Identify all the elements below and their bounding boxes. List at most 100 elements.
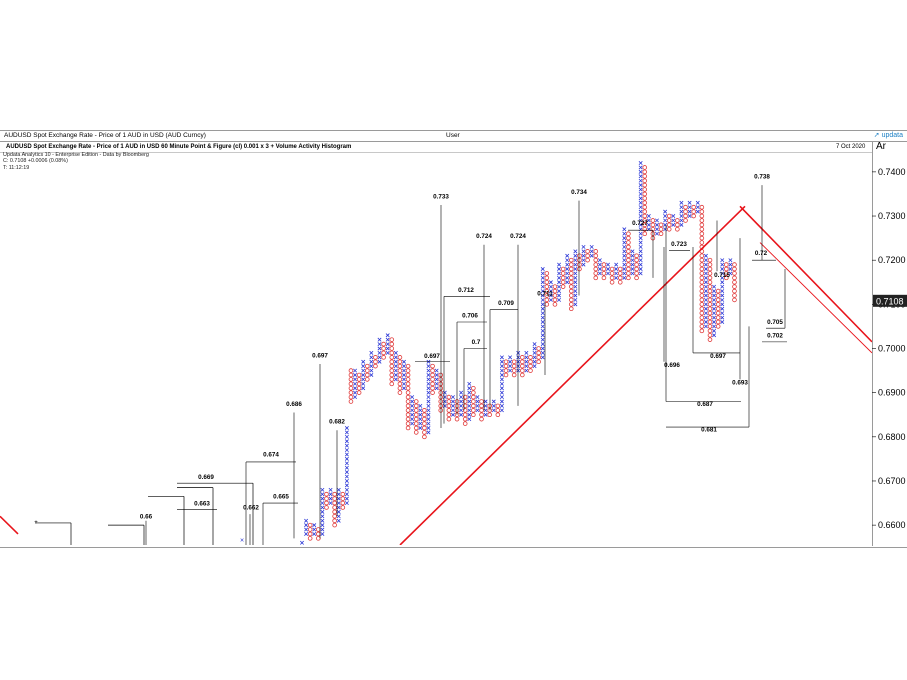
pnf-o <box>707 328 713 334</box>
pnf-o <box>479 412 484 418</box>
pnf-o <box>511 359 517 365</box>
pnf-x <box>320 531 325 536</box>
pnf-o <box>520 359 525 365</box>
pnf-x <box>442 395 447 400</box>
pnf-o <box>642 187 648 192</box>
pnf-o <box>560 266 566 272</box>
pnf-x <box>540 311 545 316</box>
pnf-o <box>707 284 713 289</box>
pnf-x <box>418 403 423 408</box>
pnf-o <box>675 218 680 223</box>
pnf-o <box>593 253 599 259</box>
pnf-o <box>348 385 354 391</box>
pnf-x <box>524 368 529 373</box>
pnf-o <box>520 363 525 369</box>
pnf-x <box>328 492 333 497</box>
pnf-o <box>642 218 648 223</box>
pnf-x <box>467 403 472 408</box>
pnf-x <box>410 417 415 422</box>
pnf-x <box>459 390 464 395</box>
pnf-x <box>614 271 619 276</box>
pnf-x <box>532 342 537 347</box>
pnf-x <box>540 337 545 342</box>
target-label: 0.715 <box>714 272 730 279</box>
pnf-o <box>634 257 639 263</box>
pnf-x <box>304 527 309 532</box>
pnf-o <box>389 368 395 373</box>
pnf-o <box>364 368 370 373</box>
pnf-x <box>344 474 349 479</box>
pnf-x <box>557 284 562 289</box>
pnf-x <box>410 408 415 413</box>
pnf-o <box>707 306 713 312</box>
pnf-o <box>715 288 721 294</box>
chart-date: 7 Oct 2020 <box>836 144 866 150</box>
pnf-o <box>340 505 346 510</box>
pnf-x <box>336 518 341 523</box>
pnf-x <box>646 222 651 227</box>
pnf-o <box>397 381 403 387</box>
pnf-o <box>422 416 427 422</box>
pnf-x <box>532 359 537 364</box>
y-tick-label: 0.6700 <box>878 476 906 486</box>
pnf-o <box>691 213 696 219</box>
target-label: 0.697 <box>312 352 328 359</box>
pnf-o <box>601 266 607 272</box>
pnf-x <box>418 421 423 426</box>
pnf-o <box>699 306 705 312</box>
pnf-x <box>344 430 349 435</box>
pnf-x <box>663 218 668 223</box>
pnf-x <box>475 395 480 400</box>
pnf-x <box>720 271 725 276</box>
pnf-x <box>630 271 635 276</box>
pnf-o <box>307 536 313 541</box>
pnf-x <box>557 280 562 285</box>
pnf-x <box>728 271 733 276</box>
pnf-o <box>707 279 713 285</box>
pnf-x <box>336 487 341 492</box>
pnf-o <box>609 275 615 281</box>
pnf-o <box>495 408 501 413</box>
pnf-x <box>459 399 464 404</box>
pnf-x <box>426 377 431 382</box>
last-price-box <box>873 294 907 307</box>
pnf-x <box>369 368 374 373</box>
pnf-x <box>573 284 578 289</box>
pnf-o <box>699 262 705 267</box>
pnf-x <box>336 505 341 510</box>
pnf-x <box>687 214 692 219</box>
pnf-x <box>499 408 504 413</box>
pnf-x <box>703 324 708 329</box>
pnf-o <box>324 491 329 497</box>
pnf-x <box>573 253 578 258</box>
axis-border <box>872 141 873 546</box>
pnf-o <box>544 293 550 298</box>
pnf-x <box>499 403 504 408</box>
pnf-x <box>442 399 447 404</box>
target-label: 0.686 <box>286 401 302 408</box>
pnf-x <box>548 297 553 302</box>
pnf-x <box>573 297 578 302</box>
pnf-x <box>320 496 325 501</box>
pnf-x <box>483 408 488 413</box>
target-label: 0.66 <box>140 514 153 521</box>
pnf-o <box>699 324 705 329</box>
pnf-x <box>344 426 349 430</box>
pnf-o <box>560 275 566 281</box>
pnf-x <box>385 350 390 355</box>
title-bar: AUDUSD Spot Exchange Rate - Price of 1 A… <box>0 130 907 142</box>
pnf-o <box>568 275 574 281</box>
pnf-x <box>573 280 578 285</box>
pnf-o <box>732 275 737 281</box>
pnf-o <box>552 288 558 294</box>
pnf-x <box>622 231 627 236</box>
pnf-x <box>344 443 349 448</box>
pnf-x <box>426 408 431 413</box>
pnf-x <box>467 381 472 386</box>
pnf-x <box>524 350 529 355</box>
pnf-x <box>703 284 708 289</box>
pnf-o <box>577 266 582 272</box>
pnf-x <box>344 492 349 497</box>
pnf-x <box>328 501 333 506</box>
pnf-o <box>446 412 452 418</box>
